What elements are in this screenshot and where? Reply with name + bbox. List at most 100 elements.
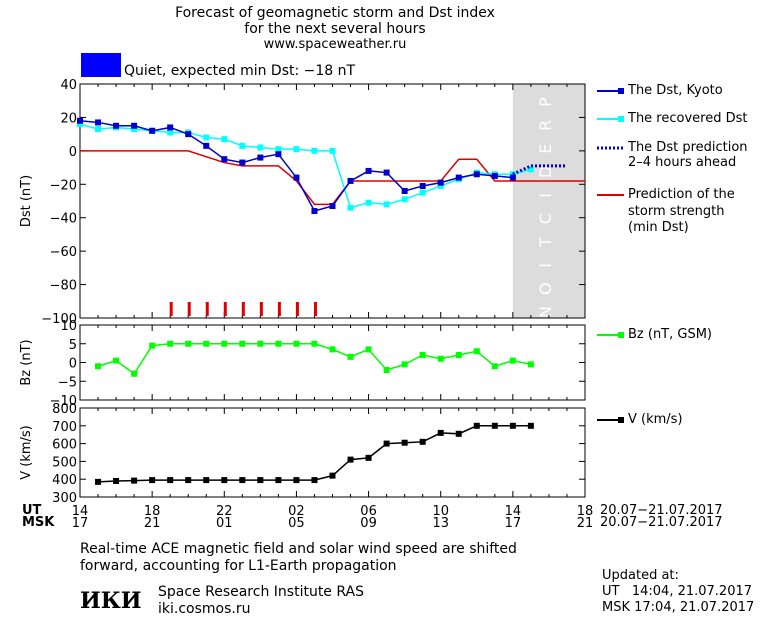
dst-ytick-label: −100 xyxy=(41,312,77,327)
ut-tick-label: 18 xyxy=(577,504,594,519)
speed-point xyxy=(401,439,408,446)
chart-subtitle: for the next several hours xyxy=(244,21,426,37)
dst-recovered-point xyxy=(329,147,336,154)
dst-kyoto-point xyxy=(293,174,300,181)
bz-point xyxy=(149,342,156,349)
v-ytick-label: 300 xyxy=(52,491,77,506)
v-ytick-label: 500 xyxy=(52,455,77,470)
ut-tick-label: 02 xyxy=(288,504,305,519)
prediction-letter: I xyxy=(536,193,555,198)
bz-ytick-label: 0 xyxy=(69,357,77,372)
speed-point xyxy=(203,477,210,484)
legend-dst-recovered: The recovered Dst xyxy=(628,111,748,126)
dst-frame xyxy=(79,83,586,319)
dst-recovered-legend-marker xyxy=(618,116,624,122)
speed-point xyxy=(311,477,318,484)
bz-point xyxy=(347,353,354,360)
footer-note-2: forward, accounting for L1-Earth propaga… xyxy=(80,558,397,574)
speed-point xyxy=(347,456,354,463)
dst-kyoto-legend-marker xyxy=(618,88,624,94)
bz-legend-marker xyxy=(618,332,624,338)
speed-point xyxy=(275,477,282,484)
bz-point xyxy=(419,352,426,358)
dst-ytick-label: −80 xyxy=(50,279,77,294)
speed-point xyxy=(473,422,480,429)
dst-recovered-point xyxy=(131,126,138,133)
dst-kyoto-point xyxy=(257,154,264,161)
bz-point xyxy=(365,346,372,353)
prediction-letter: O xyxy=(536,282,555,295)
dst-recovered-point xyxy=(383,201,390,208)
prediction-letter: E xyxy=(536,144,555,154)
speed-point xyxy=(113,477,120,484)
speed-point xyxy=(185,477,192,484)
bz-point xyxy=(203,340,210,347)
bz-point xyxy=(509,357,516,364)
bz-point xyxy=(221,340,228,347)
updated-label: Updated at: xyxy=(602,568,679,583)
dst-kyoto-point xyxy=(419,182,426,189)
chart-title: Forecast of geomagnetic storm and Dst in… xyxy=(175,5,495,21)
legend-bz: Bz (nT, GSM) xyxy=(628,327,713,342)
v-ytick-label: 600 xyxy=(52,438,77,453)
ut-date-range: 20.07−21.07.2017 xyxy=(600,503,723,518)
website-url[interactable]: www.spaceweather.ru xyxy=(263,37,407,52)
dst-recovered-point xyxy=(95,126,102,133)
bz-point xyxy=(329,346,336,353)
msk-tick-label: 05 xyxy=(288,516,305,531)
legend-dst-kyoto: The Dst, Kyoto xyxy=(628,83,723,98)
dst-recovered-point xyxy=(311,147,318,154)
bz-point xyxy=(95,363,102,370)
msk-axis-label: MSK xyxy=(22,515,55,530)
legend-dst-prediction: The Dst prediction xyxy=(628,140,748,155)
speed-point xyxy=(509,422,516,429)
speed-legend-marker xyxy=(618,417,624,423)
dst-recovered-point xyxy=(527,166,534,173)
msk-tick-label: 17 xyxy=(72,516,89,531)
bz-point xyxy=(437,355,444,362)
msk-tick-label: 01 xyxy=(216,516,233,531)
dst-kyoto-point xyxy=(275,151,282,158)
legend-dst-prediction-2: 2–4 hours ahead xyxy=(628,155,737,170)
speed-point xyxy=(95,478,102,485)
speed-point xyxy=(365,454,372,461)
dst-kyoto-point xyxy=(113,122,120,129)
dst-kyoto-point xyxy=(455,174,462,181)
dst-kyoto-point xyxy=(77,117,83,124)
speed-point xyxy=(131,477,138,484)
dst-kyoto-point xyxy=(473,171,480,178)
dst-recovered-point xyxy=(401,196,408,203)
dst-kyoto-point xyxy=(509,174,516,181)
legend-storm-2: storm strength xyxy=(628,204,725,219)
dst-kyoto-point xyxy=(383,169,390,176)
institute-url[interactable]: iki.cosmos.ru xyxy=(158,601,251,617)
dst-recovered-point xyxy=(167,129,174,136)
v-ylabel: V (km/s) xyxy=(19,425,34,480)
iki-logo: ИКИ xyxy=(80,588,142,614)
status-text: Quiet, expected min Dst: −18 nT xyxy=(124,63,356,79)
bz-point xyxy=(455,352,462,358)
bz-point xyxy=(275,340,282,347)
msk-tick-label: 21 xyxy=(144,516,161,531)
legend-storm-3: (min Dst) xyxy=(628,220,689,235)
bz-point xyxy=(167,340,174,347)
dst-ytick-label: 0 xyxy=(69,145,77,160)
v-ytick-label: 800 xyxy=(52,402,77,417)
updated-ut: UT 14:04, 21.07.2017 xyxy=(602,584,753,599)
bz-point xyxy=(131,370,138,377)
dst-ytick-label: 40 xyxy=(60,78,77,93)
legend-v: V (km/s) xyxy=(628,412,683,427)
speed-point xyxy=(257,477,264,484)
prediction-letter: I xyxy=(536,263,555,268)
msk-tick-label: 13 xyxy=(432,516,449,531)
dst-kyoto-point xyxy=(203,142,210,149)
bz-ylabel: Bz (nT) xyxy=(19,339,34,385)
dst-kyoto-point xyxy=(95,119,102,126)
bz-point xyxy=(527,361,534,368)
dst-recovered-point xyxy=(257,144,264,151)
speed-point xyxy=(455,430,462,437)
dst-kyoto-point xyxy=(131,122,138,129)
dst-kyoto-point xyxy=(437,179,444,186)
ut-tick-label: 14 xyxy=(505,504,522,519)
